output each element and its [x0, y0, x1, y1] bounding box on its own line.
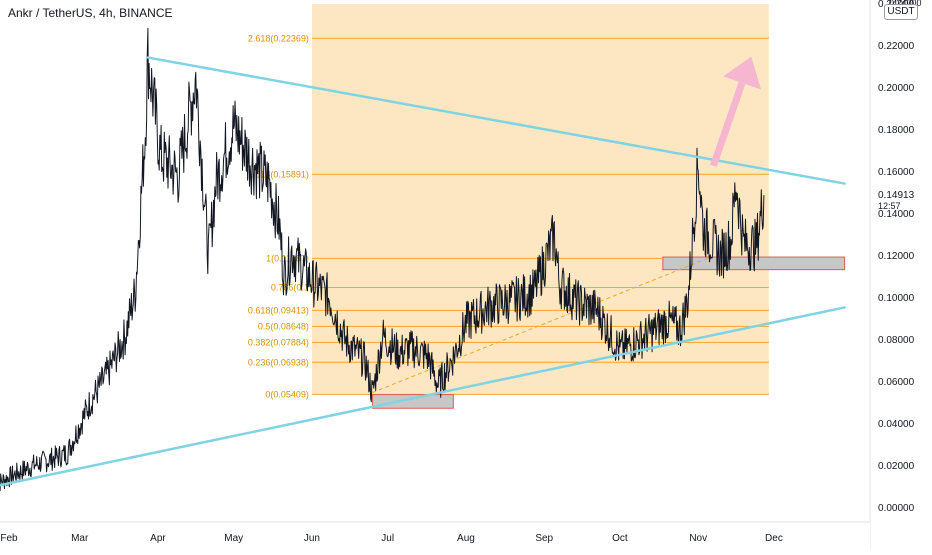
x-tick-label: Aug — [457, 533, 475, 544]
x-tick-label: Jun — [304, 533, 320, 544]
x-tick-label: Sep — [535, 533, 553, 544]
x-tick-label: Oct — [612, 533, 628, 544]
fib-level-label: 0(0.05409) — [265, 389, 309, 399]
target-arrow — [710, 56, 761, 167]
countdown-label: 12:57 — [878, 201, 901, 211]
y-tick-label: 0.06000 — [878, 377, 915, 388]
y-tick-label: 0.22000 — [878, 41, 915, 52]
dashed-trendline — [372, 256, 712, 393]
x-tick-label: Jul — [381, 533, 394, 544]
trendline — [146, 56, 846, 185]
price-axis-bg — [870, 0, 932, 550]
fib-level-label: 0.786(0.1 — [271, 283, 309, 293]
fib-level-label: 0.5(0.08648) — [258, 321, 309, 331]
y-tick-label: 0.04000 — [878, 419, 915, 430]
trendline — [0, 306, 846, 487]
price-series — [0, 27, 765, 492]
y-tick-label: 0.18000 — [878, 125, 915, 136]
time-axis-bg — [0, 522, 870, 550]
fib-level-label: 0.382(0.07884) — [248, 337, 309, 347]
y-tick-label: 0.16000 — [878, 167, 915, 178]
y-tick-label: 0.12000 — [878, 251, 915, 262]
fib-level-label: 1.618(0.15891) — [248, 169, 309, 179]
y-tick-label: 0.08000 — [878, 335, 915, 346]
y-tick-label: 0.00000 — [878, 503, 915, 514]
x-tick-label: Feb — [0, 533, 18, 544]
x-tick-label: Mar — [71, 533, 89, 544]
fib-zone — [311, 4, 769, 395]
chart-title: Ankr / TetherUS, 4h, BINANCE — [8, 6, 173, 20]
fib-level-label: 2.618(0.22369) — [248, 33, 309, 43]
fib-level-label: 1(0.11887) — [266, 253, 309, 263]
y-tick-label: 0.20000 — [878, 83, 915, 94]
x-tick-label: May — [224, 533, 243, 544]
fib-level-label: 0.236(0.06938) — [248, 357, 309, 367]
last-price-label: 0.14913 — [878, 190, 915, 201]
x-tick-label: Nov — [689, 533, 707, 544]
x-tick-label: Dec — [765, 533, 783, 544]
y-tick-label: 0.10000 — [878, 293, 915, 304]
y-tick-label: 0.02000 — [878, 461, 915, 472]
support-box — [372, 394, 454, 409]
currency-button[interactable]: USDT — [884, 4, 918, 20]
x-tick-label: Apr — [150, 533, 166, 544]
y-tick-label: 0.14000 — [878, 209, 915, 220]
fib-level-label: 0.618(0.09413) — [248, 305, 309, 315]
